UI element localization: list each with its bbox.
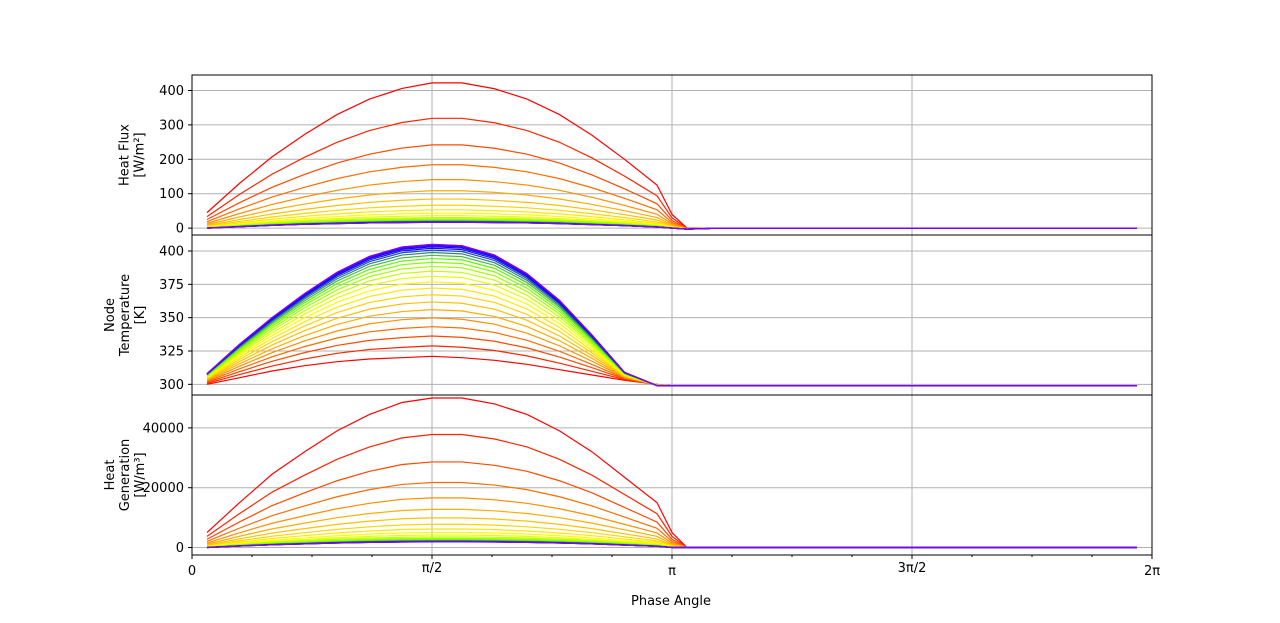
xtick-label-3: 3π/2 <box>898 561 927 576</box>
ytick-label-heat-flux-1: 100 <box>159 187 184 202</box>
curves-heat-generation <box>206 397 1137 549</box>
xtick-label-4: 2π <box>1144 564 1160 579</box>
series-line-heat-flux-1 <box>206 117 1137 229</box>
series-line-heat-generation-3 <box>206 481 1137 549</box>
series-line-node-temperature-23 <box>206 243 1137 387</box>
series-line-heat-flux-4 <box>206 179 1137 230</box>
series-line-heat-generation-4 <box>206 497 1137 549</box>
y-ticks-heat-generation: 0 20000 40000 <box>143 421 192 556</box>
ytick-label-heat-generation-1: 20000 <box>143 481 184 496</box>
y-ticks-heat-flux: 0 100 200 300 400 <box>159 84 192 237</box>
ylabel-line-heat-generation-2: [W/m³] <box>133 452 148 497</box>
grid-node-temperature <box>191 235 1153 395</box>
ytick-label-heat-flux-3: 300 <box>159 118 184 133</box>
ytick-label-heat-generation-2: 40000 <box>143 421 184 436</box>
ytick-label-heat-generation-0: 0 <box>176 541 184 556</box>
series-line-heat-generation-23 <box>206 541 1137 549</box>
ylabel-line-node-temperature-1: Temperature <box>118 274 133 357</box>
ytick-label-heat-flux-2: 200 <box>159 153 184 168</box>
series-line-heat-generation-5 <box>206 508 1137 549</box>
ytick-label-node-temperature-1: 325 <box>159 345 184 360</box>
grid-heat-generation <box>191 395 1153 555</box>
xtick-label-2: π <box>668 564 676 579</box>
xtick-label-0: 0 <box>188 564 196 579</box>
ytick-label-node-temperature-2: 350 <box>159 311 184 326</box>
xtick-label-1: π/2 <box>422 561 442 576</box>
ytick-label-heat-flux-0: 0 <box>176 222 184 237</box>
series-line-heat-flux-5 <box>206 190 1137 230</box>
series-line-heat-flux-23 <box>206 221 1137 230</box>
curves-node-temperature <box>206 243 1137 387</box>
ylabel-line-heat-flux-0: Heat Flux <box>118 124 133 186</box>
ytick-label-node-temperature-4: 400 <box>159 245 184 260</box>
panel-heat-generation: 0 20000 40000 HeatGeneration[W/m³] <box>103 394 1153 556</box>
x-ticks: 0 π/2 π 3π/2 2π <box>188 555 1160 579</box>
panel-heat-flux: 0 100 200 300 400 Heat Flux[W/m²] <box>118 74 1153 237</box>
y-axis-label-heat-generation: HeatGeneration[W/m³] <box>103 439 148 512</box>
ylabel-line-heat-flux-1: [W/m²] <box>133 132 148 177</box>
curves-heat-flux <box>206 82 1137 230</box>
ylabel-line-node-temperature-2: [K] <box>133 306 148 325</box>
series-line-heat-flux-2 <box>206 144 1137 230</box>
ytick-label-node-temperature-3: 375 <box>159 278 184 293</box>
series-line-heat-generation-1 <box>206 433 1137 549</box>
ytick-label-node-temperature-0: 300 <box>159 378 184 393</box>
panel-node-temperature: 300 325 350 375 400 NodeTemperature[K] <box>103 234 1153 396</box>
series-line-heat-flux-0 <box>206 82 1137 229</box>
ylabel-line-node-temperature-0: Node <box>103 298 118 332</box>
series-line-heat-flux-3 <box>206 164 1137 230</box>
series-line-heat-generation-6 <box>206 517 1137 549</box>
x-axis-label: Phase Angle <box>631 594 711 609</box>
series-line-heat-generation-2 <box>206 461 1137 549</box>
y-axis-label-node-temperature: NodeTemperature[K] <box>103 274 148 357</box>
series-line-heat-generation-0 <box>206 397 1137 549</box>
ylabel-line-heat-generation-1: Generation <box>118 439 133 512</box>
y-axis-label-heat-flux: Heat Flux[W/m²] <box>118 124 148 186</box>
y-ticks-node-temperature: 300 325 350 375 400 <box>159 245 192 393</box>
ylabel-line-heat-generation-0: Heat <box>103 460 118 491</box>
ytick-label-heat-flux-4: 400 <box>159 84 184 99</box>
